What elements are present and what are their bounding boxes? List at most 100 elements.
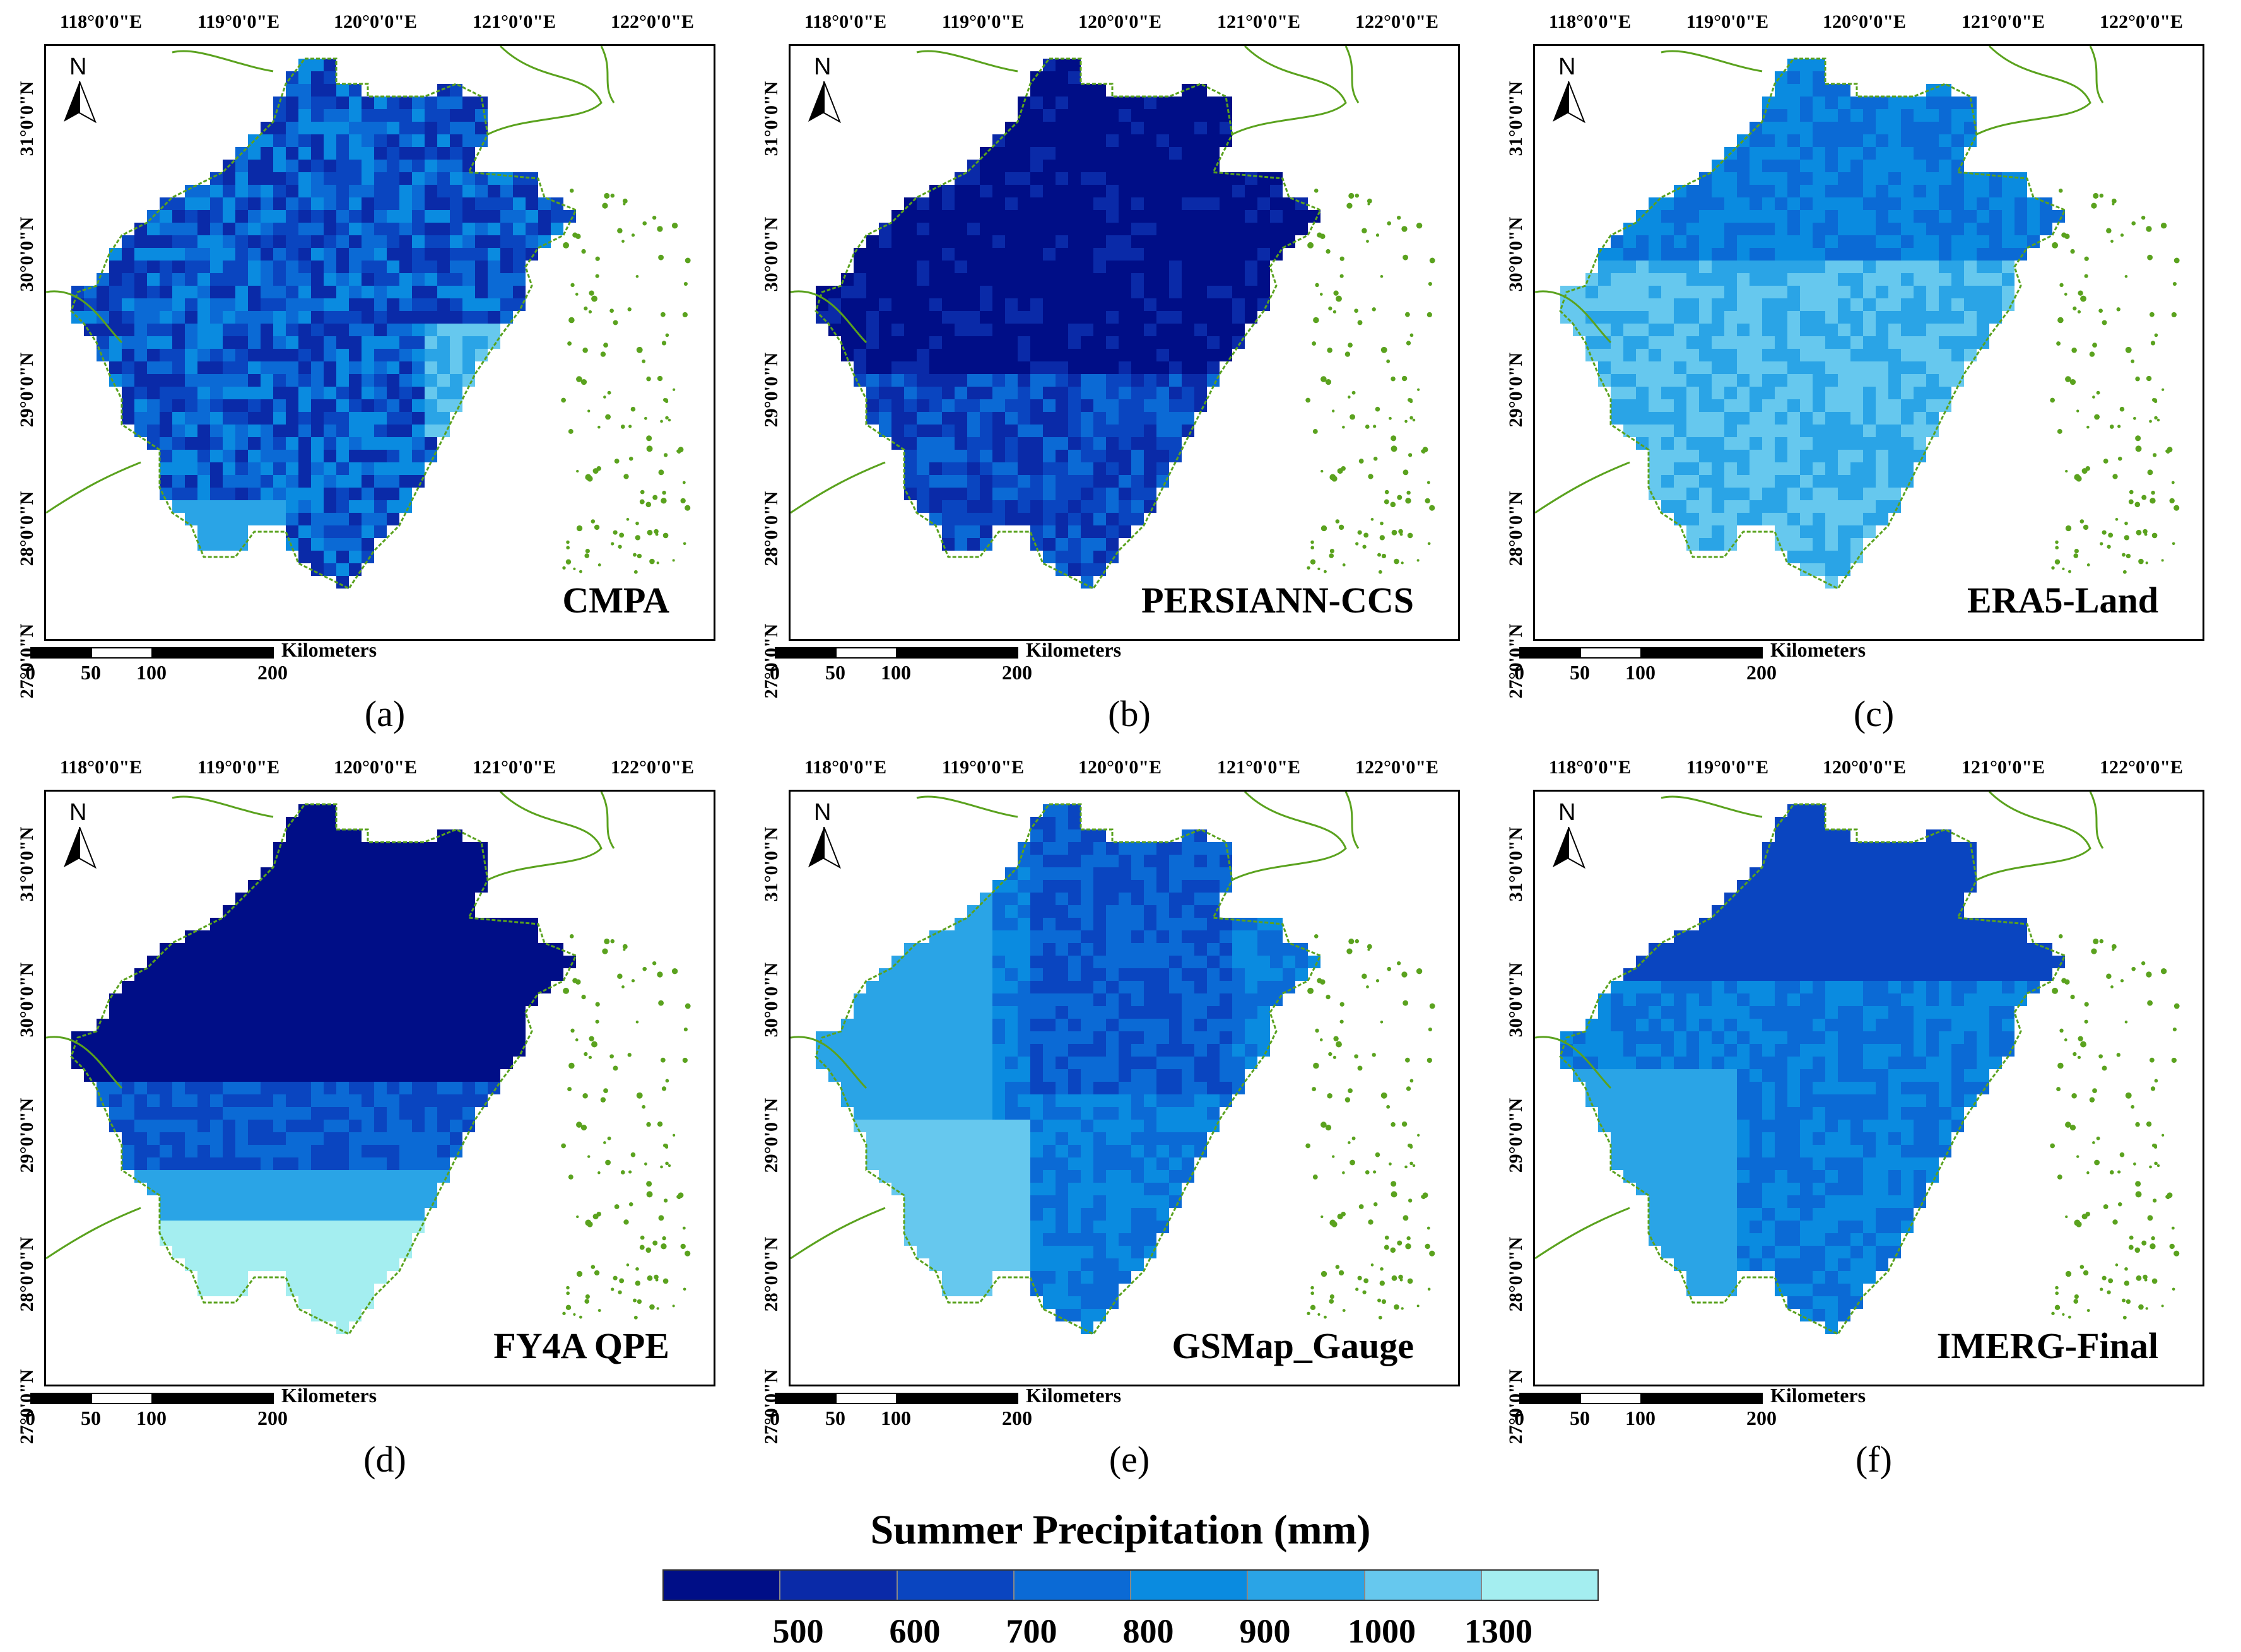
- raster-cell: [1144, 387, 1156, 399]
- raster-cell: [185, 1094, 197, 1107]
- raster-cell: [955, 324, 967, 336]
- raster-cell: [1106, 361, 1119, 374]
- island: [2150, 498, 2156, 504]
- raster-cell: [1043, 197, 1056, 210]
- raster-cell: [929, 286, 942, 298]
- raster-cell: [197, 1145, 210, 1157]
- raster-cell: [160, 248, 172, 261]
- raster-cell: [992, 374, 1005, 387]
- raster-cell: [336, 210, 349, 223]
- raster-cell: [1156, 97, 1169, 109]
- raster-cell: [1005, 513, 1018, 525]
- raster-cell: [109, 374, 122, 387]
- island: [635, 1267, 639, 1271]
- island: [2094, 414, 2100, 420]
- raster-cell: [399, 475, 412, 488]
- raster-cell: [1144, 905, 1156, 918]
- raster-cell: [462, 172, 475, 185]
- raster-cell: [286, 109, 298, 122]
- raster-cell: [1068, 109, 1081, 122]
- raster-cell: [261, 1031, 273, 1044]
- island: [1372, 307, 1376, 312]
- raster-cell: [475, 1031, 488, 1044]
- raster-cell: [891, 968, 904, 981]
- raster-cell: [475, 943, 488, 956]
- raster-cell: [917, 248, 929, 261]
- raster-cell: [1598, 361, 1611, 374]
- raster-cell: [1081, 273, 1093, 286]
- raster-cell: [1182, 134, 1194, 147]
- raster-cell: [1119, 993, 1131, 1006]
- raster-cell: [298, 1271, 311, 1284]
- raster-cell: [1800, 349, 1813, 361]
- raster-cell: [1308, 956, 1320, 968]
- precipitation-raster: [791, 46, 1435, 590]
- raster-cell: [1081, 867, 1093, 880]
- raster-cell: [197, 1094, 210, 1107]
- raster-cell: [1081, 488, 1093, 500]
- raster-cell: [399, 893, 412, 905]
- raster-cell: [1018, 197, 1030, 210]
- raster-cell: [929, 248, 942, 261]
- raster-cell: [904, 349, 917, 361]
- raster-cell: [955, 525, 967, 538]
- raster-cell: [1825, 185, 1838, 197]
- raster-cell: [336, 1183, 349, 1195]
- island: [1338, 524, 1344, 530]
- raster-cell: [1977, 248, 1989, 261]
- raster-cell: [1762, 361, 1775, 374]
- raster-cell: [1964, 197, 1977, 210]
- raster-cell: [475, 261, 488, 273]
- raster-cell: [1724, 538, 1737, 551]
- island: [603, 343, 608, 348]
- raster-cell: [1787, 71, 1800, 84]
- raster-cell: [336, 286, 349, 298]
- raster-cell: [1951, 97, 1964, 109]
- island: [646, 435, 652, 442]
- raster-cell: [425, 930, 437, 943]
- raster-cell: [980, 298, 992, 311]
- raster-cell: [324, 425, 336, 437]
- raster-cell: [235, 1006, 248, 1019]
- raster-cell: [1030, 462, 1043, 475]
- raster-cell: [462, 374, 475, 387]
- raster-cell: [1863, 197, 1876, 210]
- raster-cell: [248, 336, 261, 349]
- raster-cell: [1182, 943, 1194, 956]
- raster-cell: [412, 1170, 425, 1183]
- island: [671, 968, 678, 975]
- raster-cell: [1876, 311, 1888, 324]
- raster-cell: [1257, 930, 1270, 943]
- island: [2062, 567, 2065, 570]
- raster-cell: [1043, 298, 1056, 311]
- raster-cell: [336, 223, 349, 235]
- north-letter: N: [69, 54, 87, 80]
- island: [1307, 566, 1310, 570]
- island: [2117, 425, 2121, 428]
- raster-cell: [1068, 817, 1081, 829]
- raster-cell: [1156, 880, 1169, 893]
- raster-cell: [362, 336, 374, 349]
- island: [1425, 498, 1430, 504]
- raster-cell: [1838, 336, 1850, 349]
- raster-cell: [1056, 462, 1068, 475]
- raster-cell: [942, 210, 955, 223]
- raster-cell: [1762, 462, 1775, 475]
- raster-cell: [311, 1157, 324, 1170]
- raster-cell: [904, 311, 917, 324]
- raster-cell: [261, 374, 273, 387]
- raster-cell: [160, 1170, 172, 1183]
- raster-cell: [147, 298, 160, 311]
- raster-cell: [1838, 134, 1850, 147]
- raster-cell: [450, 172, 462, 185]
- raster-cell: [374, 235, 387, 248]
- raster-cell: [336, 1094, 349, 1107]
- raster-cell: [349, 1296, 362, 1309]
- island: [585, 548, 590, 554]
- island: [685, 1250, 691, 1257]
- raster-cell: [500, 1057, 513, 1069]
- raster-cell: [904, 412, 917, 425]
- raster-cell: [1043, 968, 1056, 981]
- raster-cell: [1131, 235, 1144, 248]
- raster-cell: [1737, 324, 1750, 336]
